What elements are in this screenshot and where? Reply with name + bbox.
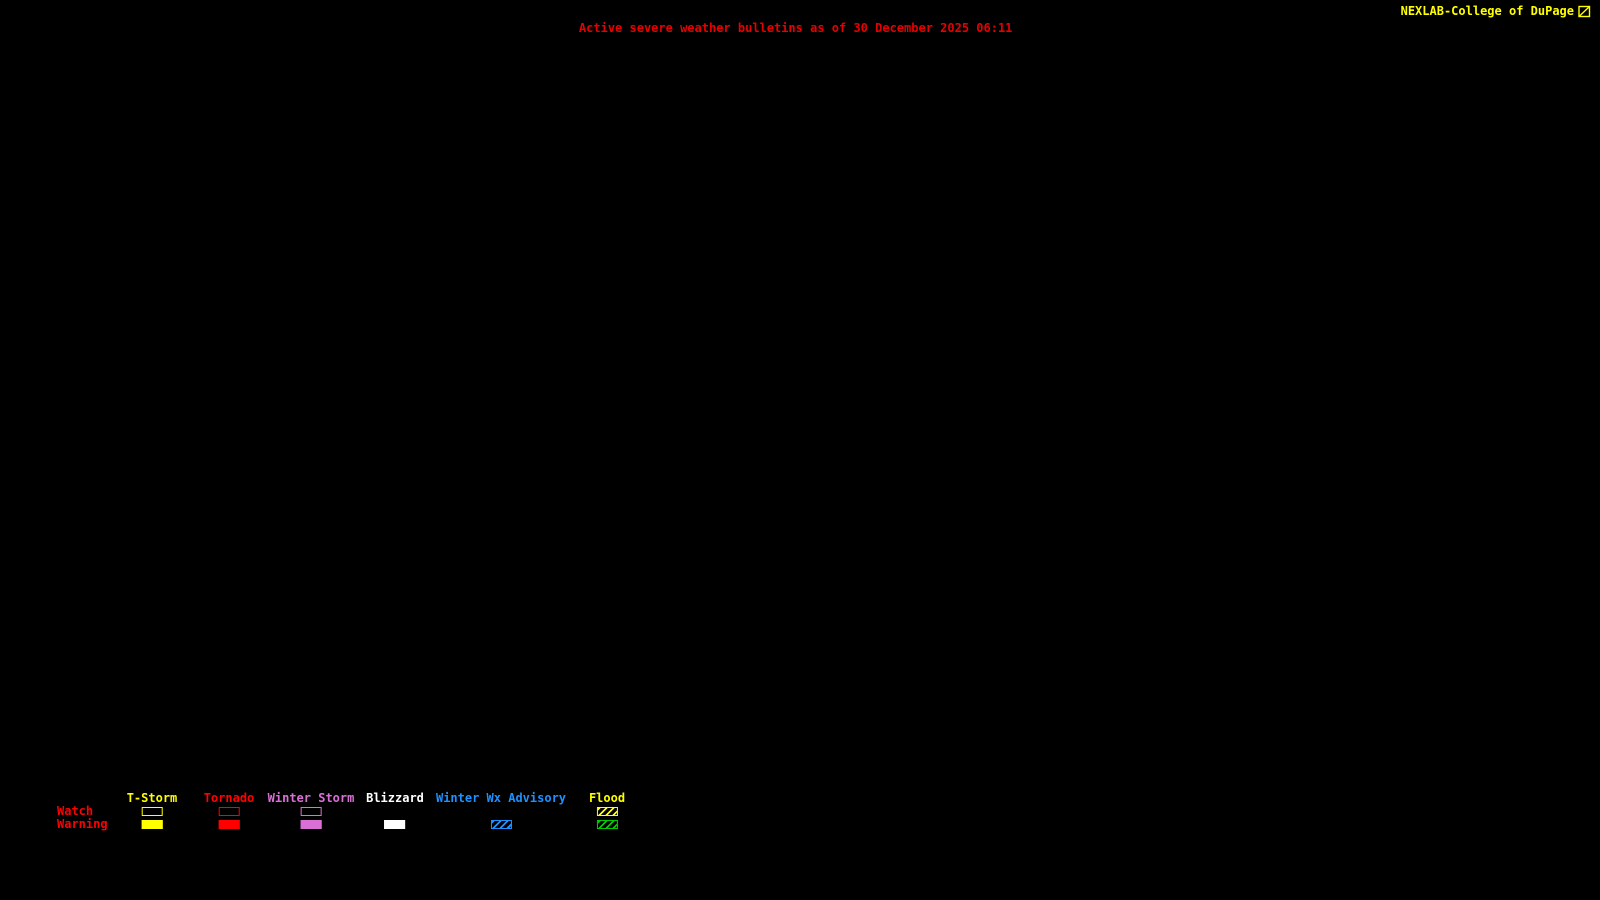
- t-storm-warning-swatch: [141, 820, 163, 829]
- legend-column-t-storm: T-Storm: [126, 791, 178, 831]
- winter-storm-watch-slot: [268, 805, 355, 818]
- tornado-warning-slot: [204, 818, 255, 831]
- flood-watch-slot: [589, 805, 625, 818]
- winter-storm-warning-slot: [268, 818, 355, 831]
- winter-storm-watch-swatch: [300, 807, 322, 816]
- page-title: Active severe weather bulletins as of 30…: [578, 21, 1013, 35]
- winter-storm-warning-swatch: [300, 820, 322, 829]
- blizzard-watch-slot: [366, 805, 424, 818]
- tornado-watch-slot: [204, 805, 255, 818]
- winter-wx-advisory-watch-slot: [436, 805, 566, 818]
- legend-column-flood: Flood: [589, 792, 625, 831]
- winter-wx-advisory-warning-swatch: [490, 820, 512, 829]
- blizzard-warning-swatch: [384, 820, 406, 829]
- legend-column-label: Winter Storm: [267, 791, 355, 805]
- legend-column-tornado: Tornado: [203, 791, 255, 831]
- box-diagonal-icon: [1578, 5, 1591, 18]
- legend-column-label: Tornado: [203, 791, 255, 805]
- legend-column-label: T-Storm: [126, 791, 178, 805]
- legend-column-label: Flood: [588, 791, 626, 805]
- t-storm-watch-slot: [127, 805, 178, 818]
- brand-label: NEXLAB-College of DuPage: [1400, 4, 1574, 18]
- brand: NEXLAB-College of DuPage: [1401, 4, 1591, 18]
- blizzard-warning-slot: [366, 818, 424, 831]
- legend-column-label: Winter Wx Advisory: [435, 791, 567, 805]
- legend-column-winter-storm: Winter Storm: [267, 791, 355, 831]
- legend-column-label: Blizzard: [366, 791, 424, 805]
- t-storm-watch-swatch: [141, 807, 163, 816]
- legend-column-blizzard: Blizzard: [366, 792, 424, 831]
- legend-row-label-warning: Warning: [57, 817, 108, 831]
- flood-watch-swatch: [596, 807, 618, 816]
- flood-warning-slot: [589, 818, 625, 831]
- legend-column-winter-wx-advisory: Winter Wx Advisory: [436, 792, 566, 831]
- t-storm-warning-slot: [127, 818, 178, 831]
- tornado-warning-swatch: [218, 820, 240, 829]
- flood-warning-swatch: [596, 820, 618, 829]
- winter-wx-advisory-warning-slot: [436, 818, 566, 831]
- tornado-watch-swatch: [218, 807, 240, 816]
- legend-row-label-watch: Watch: [57, 804, 94, 818]
